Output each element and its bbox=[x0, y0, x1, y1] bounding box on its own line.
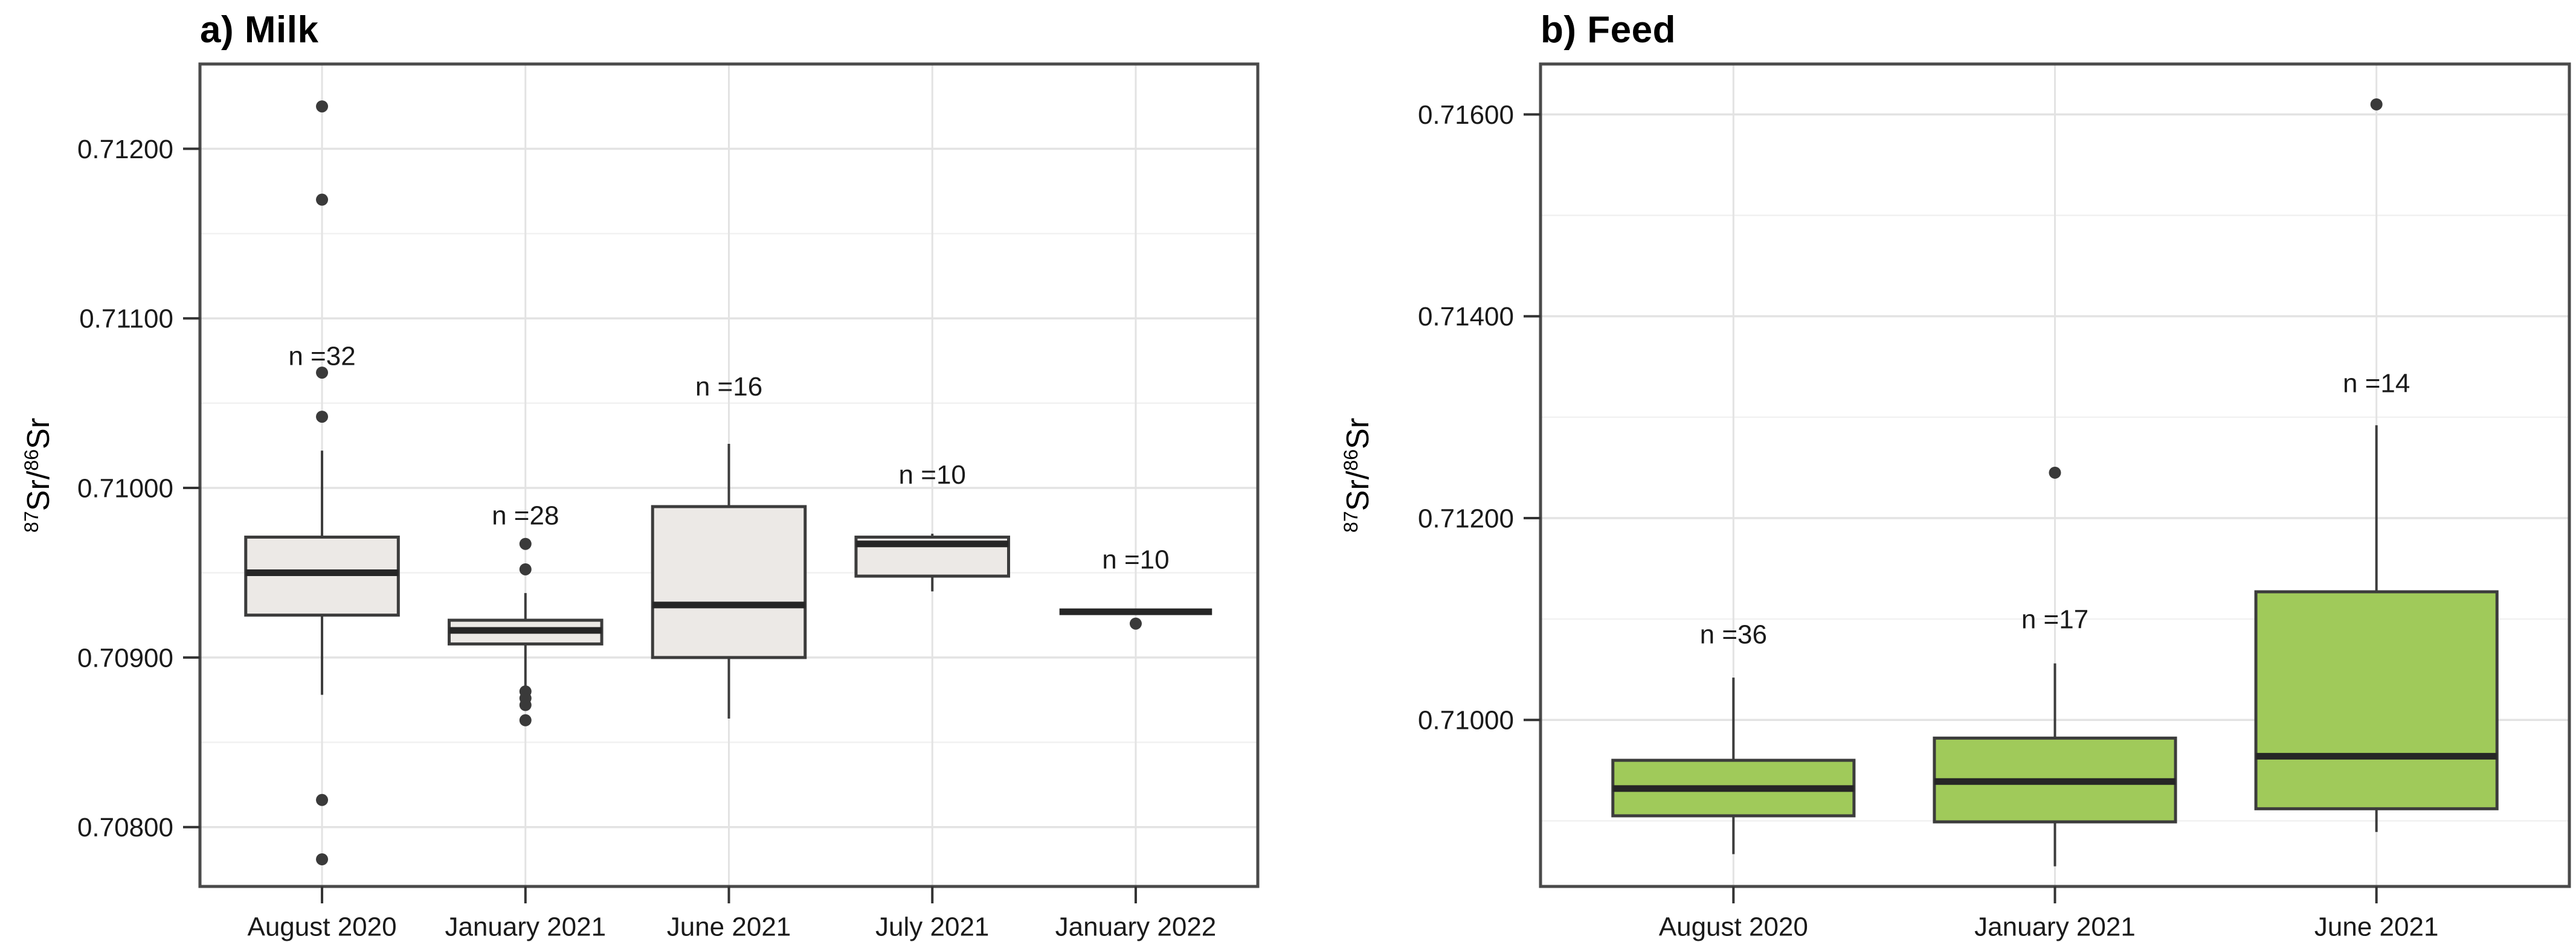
panel-a-outlier-dot-august-2020 bbox=[316, 100, 329, 113]
panel-b-n-label-january-2021: n =17 bbox=[2021, 605, 2088, 635]
panel-b-box-june-2021 bbox=[2254, 590, 2499, 810]
panel-b-title: b) Feed bbox=[1541, 9, 1676, 51]
panel-a-x-category-label-august-2020: August 2020 bbox=[247, 912, 396, 941]
panel-a-outlier-dot-august-2020 bbox=[316, 193, 329, 206]
panel-a-n-label-july-2021: n =10 bbox=[899, 460, 966, 490]
panel-a-n-label-january-2021: n =28 bbox=[492, 501, 559, 530]
panel-a-outlier-dot-august-2020 bbox=[316, 853, 329, 866]
panel-b-y-tick-label-0.71400: 0.71400 bbox=[1418, 302, 1514, 332]
panel-a-outlier-dot-january-2021 bbox=[519, 699, 532, 711]
panel-b-y-tick-label-0.71000: 0.71000 bbox=[1418, 706, 1514, 735]
panel-b-n-label-august-2020: n =36 bbox=[1700, 620, 1767, 650]
panel-a-outlier-dot-january-2021 bbox=[519, 537, 532, 550]
panel-a-title: a) Milk bbox=[200, 9, 319, 51]
panel-a-outlier-dot-january-2022 bbox=[1129, 617, 1142, 630]
panel-a-box-june-2021 bbox=[651, 505, 807, 659]
panel-a-x-category-label-january-2021: January 2021 bbox=[445, 912, 606, 941]
panel-b-x-category-label-january-2021: January 2021 bbox=[1974, 912, 2136, 941]
panel-a-n-label-august-2020: n =32 bbox=[288, 341, 355, 371]
panel-a-y-tick-label-0.70900: 0.70900 bbox=[77, 643, 173, 673]
panel-b-outlier-dot-june-2021 bbox=[2370, 98, 2383, 111]
panel-a-x-category-label-july-2021: July 2021 bbox=[875, 912, 989, 941]
panel-a-y-tick-label-0.71100: 0.71100 bbox=[79, 304, 173, 334]
panel-a-outlier-dot-january-2021 bbox=[519, 563, 532, 575]
panel-a-outlier-dot-august-2020 bbox=[316, 793, 329, 806]
panel-a-outlier-dot-august-2020 bbox=[316, 367, 329, 379]
panel-a-n-label-january-2022: n =10 bbox=[1102, 545, 1169, 574]
panel-a-x-category-label-june-2021: June 2021 bbox=[667, 912, 791, 941]
panel-b-x-category-label-august-2020: August 2020 bbox=[1659, 912, 1808, 941]
panel-a-y-tick-label-0.71000: 0.71000 bbox=[77, 473, 173, 503]
panel-b-y-tick-label-0.71200: 0.71200 bbox=[1418, 504, 1514, 533]
panel-a-n-label-june-2021: n =16 bbox=[695, 372, 762, 402]
panel-b-outlier-dot-january-2021 bbox=[2049, 466, 2061, 479]
panel-b-x-category-label-june-2021: June 2021 bbox=[2314, 912, 2439, 941]
panel-a-outlier-dot-january-2021 bbox=[519, 714, 532, 726]
panel-a-box-august-2020 bbox=[244, 536, 400, 617]
panel-b-y-tick-label-0.71600: 0.71600 bbox=[1418, 100, 1514, 130]
panel-a-outlier-dot-august-2020 bbox=[316, 411, 329, 423]
panel-b-n-label-june-2021: n =14 bbox=[2343, 368, 2410, 398]
panel-a-y-tick-label-0.70800: 0.70800 bbox=[77, 813, 173, 842]
panel-a-y-tick-label-0.71200: 0.71200 bbox=[77, 135, 173, 164]
panel-a-x-category-label-january-2022: January 2022 bbox=[1055, 912, 1217, 941]
